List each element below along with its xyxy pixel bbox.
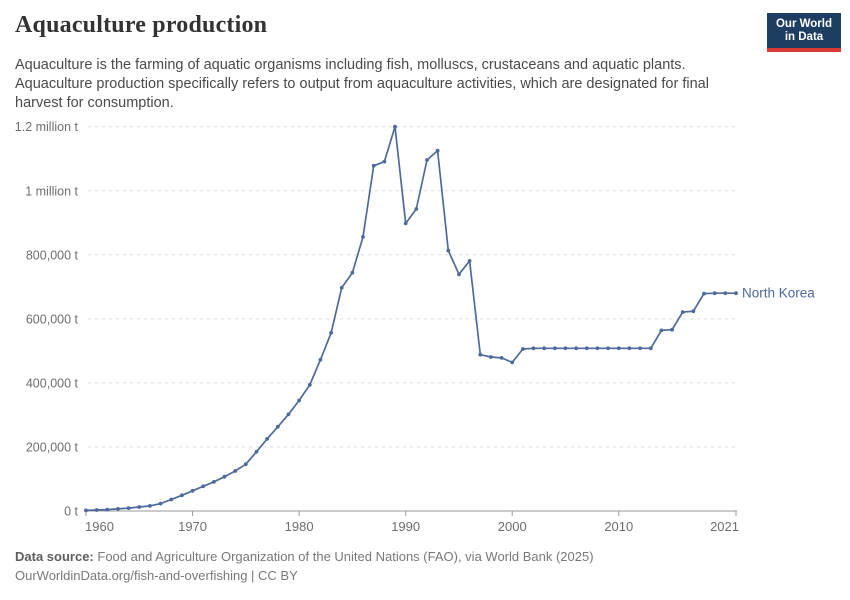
data-point[interactable] — [126, 506, 131, 510]
data-point[interactable] — [212, 480, 216, 484]
x-axis-tick-label: 2000 — [498, 519, 527, 534]
data-point[interactable] — [712, 291, 717, 296]
data-point[interactable] — [627, 346, 632, 351]
datasource-line: Data source: Food and Agriculture Organi… — [15, 547, 594, 566]
data-point[interactable] — [414, 207, 419, 211]
x-axis-tick-label: 1980 — [285, 519, 314, 534]
datasource-label: Data source: — [15, 549, 94, 564]
data-point[interactable] — [723, 291, 728, 296]
subtitle-line-2: Aquaculture production specifically refe… — [15, 76, 709, 92]
data-point[interactable] — [499, 356, 504, 360]
data-point[interactable] — [616, 346, 621, 351]
license-link[interactable]: OurWorldinData.org/fish-and-overfishing … — [15, 568, 298, 583]
y-axis-tick-label: 400,000 t — [26, 376, 79, 390]
data-point[interactable] — [467, 259, 472, 263]
data-point[interactable] — [457, 272, 461, 277]
data-point[interactable] — [350, 270, 355, 275]
data-point[interactable] — [169, 497, 174, 502]
owid-logo-line-1: Our World — [775, 18, 832, 30]
data-point[interactable] — [190, 488, 195, 493]
data-point[interactable] — [84, 508, 88, 513]
x-axis-tick-label: 2021 — [710, 519, 739, 534]
data-point[interactable] — [318, 357, 323, 362]
data-point[interactable] — [521, 347, 525, 351]
y-axis-tick-label: 600,000 t — [26, 312, 79, 326]
data-point[interactable] — [286, 412, 291, 417]
data-point[interactable] — [734, 291, 738, 296]
data-point[interactable] — [425, 158, 429, 162]
chart-subtitle: Aquaculture is the farming of aquatic or… — [15, 56, 755, 113]
data-point[interactable] — [233, 469, 238, 473]
data-point[interactable] — [670, 327, 674, 332]
data-point[interactable] — [243, 462, 248, 467]
data-point[interactable] — [265, 437, 269, 441]
data-point[interactable] — [489, 355, 493, 359]
data-point[interactable] — [595, 346, 600, 351]
subtitle-line-1: Aquaculture is the farming of aquatic or… — [15, 57, 686, 73]
data-point[interactable] — [510, 360, 515, 365]
x-axis-tick-label: 1960 — [85, 519, 114, 534]
data-point[interactable] — [584, 346, 589, 351]
data-point[interactable] — [158, 501, 163, 506]
y-axis-tick-label: 1 million t — [25, 184, 78, 198]
data-point[interactable] — [648, 346, 653, 351]
page-title: Aquaculture production — [15, 12, 268, 38]
data-point[interactable] — [361, 235, 365, 239]
data-point[interactable] — [371, 163, 376, 168]
data-point[interactable] — [329, 331, 333, 335]
data-point[interactable] — [531, 346, 536, 351]
x-axis-tick-label: 2010 — [604, 519, 633, 534]
data-point[interactable] — [574, 346, 579, 351]
data-point[interactable] — [307, 382, 312, 387]
data-point[interactable] — [680, 310, 685, 314]
data-point[interactable] — [275, 424, 280, 429]
data-point[interactable] — [393, 124, 397, 129]
data-point[interactable] — [382, 159, 387, 164]
data-point[interactable] — [563, 346, 568, 351]
x-axis-tick-label: 1990 — [391, 519, 420, 534]
data-point[interactable] — [339, 285, 344, 290]
data-point[interactable] — [638, 346, 642, 351]
data-point[interactable] — [222, 474, 227, 479]
y-axis-tick-label: 800,000 t — [26, 248, 79, 262]
x-axis-tick-label: 1970 — [178, 519, 207, 534]
y-axis-tick-label: 0 t — [64, 505, 78, 519]
data-point[interactable] — [446, 248, 451, 253]
series-entity-label[interactable]: North Korea — [742, 286, 815, 301]
data-point[interactable] — [254, 449, 259, 454]
data-point[interactable] — [180, 493, 184, 498]
chart-footer: Data source: Food and Agriculture Organi… — [15, 547, 594, 585]
data-point[interactable] — [148, 504, 152, 508]
data-point[interactable] — [659, 328, 664, 333]
owid-logo-line-2: in Data — [784, 31, 824, 43]
data-point[interactable] — [435, 148, 440, 153]
data-point[interactable] — [137, 505, 142, 509]
owid-logo[interactable]: Our World in Data — [767, 13, 841, 52]
data-point[interactable] — [94, 508, 99, 512]
data-point[interactable] — [297, 398, 301, 403]
data-point[interactable] — [691, 309, 696, 314]
line-chart: 0 t 200,000 t 400,000 t 600,000 t 800,000 t 1… — [15, 120, 816, 534]
y-axis-tick-label: 200,000 t — [26, 440, 79, 454]
data-point[interactable] — [542, 346, 547, 351]
subtitle-line-3: harvest for consumption. — [15, 95, 174, 111]
data-point[interactable] — [201, 484, 206, 489]
data-point[interactable] — [116, 507, 120, 511]
data-point[interactable] — [553, 346, 557, 351]
data-point[interactable] — [478, 352, 483, 357]
data-point[interactable] — [403, 221, 408, 226]
data-point[interactable] — [105, 507, 110, 512]
data-point[interactable] — [606, 346, 610, 351]
y-axis-tick-label: 1.2 million t — [15, 120, 79, 134]
datasource-text: Food and Agriculture Organization of the… — [97, 549, 594, 564]
data-point[interactable] — [702, 291, 706, 296]
